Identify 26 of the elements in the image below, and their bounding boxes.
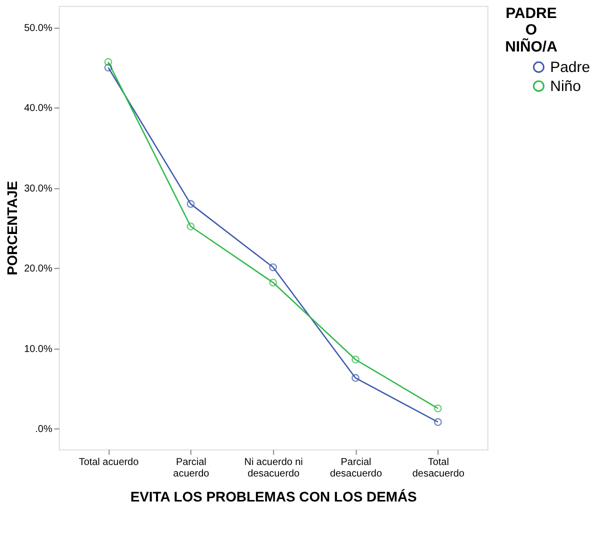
y-axis-title: PORCENTAJE [4, 180, 20, 276]
x-tick-label: Parcial desacuerdo [330, 456, 382, 480]
legend-title: PADRE O NIÑO/A [505, 4, 558, 56]
x-tick-label: Total desacuerdo [412, 456, 465, 480]
x-tick-label: Total acuerdo [78, 456, 140, 468]
x-tick-label: Parcial acuerdo [173, 456, 210, 480]
point [434, 404, 442, 412]
legend-label: Niño [550, 78, 581, 96]
y-tick-label: .0% [35, 424, 52, 435]
y-tick-label: 10.0% [24, 344, 52, 355]
y-tick-label: 40.0% [24, 103, 52, 114]
point [186, 222, 195, 230]
point [352, 374, 360, 382]
y-tick-label: 20.0% [24, 264, 52, 275]
legend-label: Padre [550, 59, 590, 76]
point [269, 263, 278, 272]
y-tick-label: 30.0% [24, 183, 52, 194]
point [104, 58, 112, 66]
point [269, 278, 278, 286]
x-tick-label: Ni acuerdo ni desacuerdo [244, 456, 303, 480]
point [104, 64, 112, 72]
point [352, 356, 360, 364]
point [434, 418, 442, 426]
x-axis-title: EVITA LOS PROBLEMAS CON LOS DEMÁS [130, 488, 417, 505]
y-tick-label: 50.0% [24, 22, 52, 34]
point [186, 200, 195, 208]
